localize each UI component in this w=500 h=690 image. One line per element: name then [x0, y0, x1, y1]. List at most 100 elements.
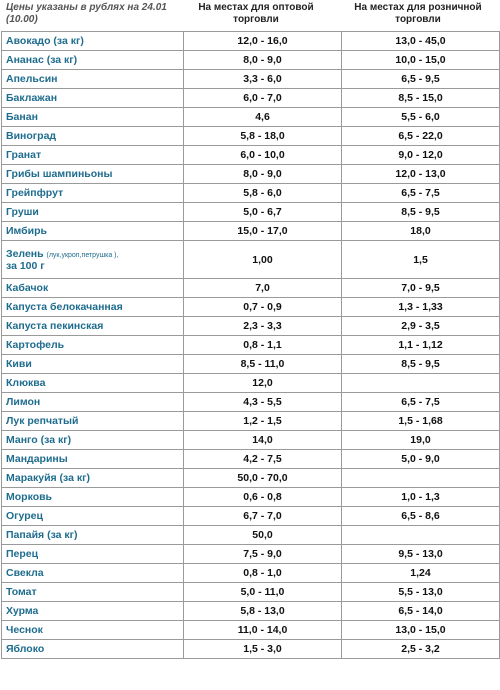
table-row: Маракуйя (за кг) 50,0 - 70,0: [1, 468, 500, 488]
item-name: Огурец: [1, 506, 184, 526]
wholesale-price: 50,0: [183, 525, 342, 545]
table-row: Грейпфрут 5,8 - 6,0 6,5 - 7,5: [1, 183, 500, 203]
retail-price: [341, 468, 500, 488]
table-row: Ананас (за кг) 8,0 - 9,0 10,0 - 15,0: [1, 50, 500, 70]
item-name: Манго (за кг): [1, 430, 184, 450]
item-name-text: Огурец: [6, 510, 43, 522]
item-name: Киви: [1, 354, 184, 374]
retail-price: 5,5 - 13,0: [341, 582, 500, 602]
item-name-text: Гранат: [6, 149, 42, 161]
table-row: Лук репчатый 1,2 - 1,5 1,5 - 1,68: [1, 411, 500, 431]
item-name: Клюква: [1, 373, 184, 393]
item-name-text: Клюква: [6, 377, 46, 389]
table-row: Томат 5,0 - 11,0 5,5 - 13,0: [1, 582, 500, 602]
retail-price: 1,5: [341, 240, 500, 279]
retail-price: 6,5 - 9,5: [341, 69, 500, 89]
table-row: Хурма 5,8 - 13,0 6,5 - 14,0: [1, 601, 500, 621]
table-row: Перец 7,5 - 9,0 9,5 - 13,0: [1, 544, 500, 564]
wholesale-price: 15,0 - 17,0: [183, 221, 342, 241]
item-name: Банан: [1, 107, 184, 127]
retail-price: [341, 373, 500, 393]
item-name-text: Яблоко: [6, 643, 45, 655]
item-unit: за 100 г: [6, 259, 45, 272]
wholesale-price: 12,0: [183, 373, 342, 393]
item-name: Авокадо (за кг): [1, 31, 184, 51]
wholesale-price: 4,2 - 7,5: [183, 449, 342, 469]
item-name-text: Зелень: [6, 247, 44, 260]
item-name-text: Киви: [6, 358, 32, 370]
retail-price: 1,1 - 1,12: [341, 335, 500, 355]
item-name: Свекла: [1, 563, 184, 583]
table-row: Капуста белокачанная 0,7 - 0,9 1,3 - 1,33: [1, 297, 500, 317]
table-row: Капуста пекинская 2,3 - 3,3 2,9 - 3,5: [1, 316, 500, 336]
wholesale-price: 1,2 - 1,5: [183, 411, 342, 431]
retail-price: 1,24: [341, 563, 500, 583]
item-name-text: Лук репчатый: [6, 415, 79, 427]
table-row: Мандарины 4,2 - 7,5 5,0 - 9,0: [1, 449, 500, 469]
item-name-text: Баклажан: [6, 92, 58, 104]
table-row: Киви 8,5 - 11,0 8,5 - 9,5: [1, 354, 500, 374]
retail-price: 13,0 - 45,0: [341, 31, 500, 51]
retail-price: 5,0 - 9,0: [341, 449, 500, 469]
retail-price: 8,5 - 9,5: [341, 202, 500, 222]
item-name-text: Капуста белокачанная: [6, 301, 123, 313]
wholesale-price: 5,0 - 11,0: [183, 582, 342, 602]
item-name-text: Папайя (за кг): [6, 529, 78, 541]
retail-price: 10,0 - 15,0: [341, 50, 500, 70]
retail-price: 7,0 - 9,5: [341, 278, 500, 298]
wholesale-price: 5,8 - 18,0: [183, 126, 342, 146]
header: Цены указаны в рублях на 24.01 (10.00) Н…: [0, 0, 500, 31]
table-row: Имбирь 15,0 - 17,0 18,0: [1, 221, 500, 241]
header-note: Цены указаны в рублях на 24.01 (10.00): [6, 2, 167, 25]
table-row: Яблоко 1,5 - 3,0 2,5 - 3,2: [1, 639, 500, 659]
table-row: Зелень (лук,укроп,петрушка ), за 100 г 1,0…: [1, 240, 500, 279]
item-name: Капуста пекинская: [1, 316, 184, 336]
wholesale-price: 0,6 - 0,8: [183, 487, 342, 507]
table-row: Свекла 0,8 - 1,0 1,24: [1, 563, 500, 583]
item-name-text: Грибы шампиньоны: [6, 168, 113, 180]
item-name: Ананас (за кг): [1, 50, 184, 70]
wholesale-price: 1,00: [183, 240, 342, 279]
wholesale-price: 0,8 - 1,0: [183, 563, 342, 583]
item-name-text: Морковь: [6, 491, 53, 503]
item-name-text: Хурма: [6, 605, 39, 617]
retail-price: 6,5 - 7,5: [341, 392, 500, 412]
retail-header: На местах для розничной торговли: [354, 2, 482, 25]
item-name: Зелень (лук,укроп,петрушка ), за 100 г: [1, 240, 184, 279]
wholesale-price: 50,0 - 70,0: [183, 468, 342, 488]
retail-price: 1,5 - 1,68: [341, 411, 500, 431]
table-row: Папайя (за кг) 50,0: [1, 525, 500, 545]
retail-price: 18,0: [341, 221, 500, 241]
item-name: Яблоко: [1, 639, 184, 659]
table-row: Банан 4,6 5,5 - 6,0: [1, 107, 500, 127]
wholesale-price: 0,8 - 1,1: [183, 335, 342, 355]
table-row: Груши 5,0 - 6,7 8,5 - 9,5: [1, 202, 500, 222]
item-name-text: Чеснок: [6, 624, 43, 636]
item-name: Груши: [1, 202, 184, 222]
table-row: Грибы шампиньоны 8,0 - 9,0 12,0 - 13,0: [1, 164, 500, 184]
item-name-text: Маракуйя (за кг): [6, 472, 91, 484]
item-name-text: Мандарины: [6, 453, 68, 465]
wholesale-price: 5,8 - 6,0: [183, 183, 342, 203]
item-name-text: Виноград: [6, 130, 57, 142]
item-name: Картофель: [1, 335, 184, 355]
wholesale-price: 3,3 - 6,0: [183, 69, 342, 89]
item-name-text: Авокадо (за кг): [6, 35, 84, 47]
price-table: Авокадо (за кг) 12,0 - 16,0 13,0 - 45,0 Ана…: [1, 31, 500, 659]
wholesale-price: 5,0 - 6,7: [183, 202, 342, 222]
table-row: Авокадо (за кг) 12,0 - 16,0 13,0 - 45,0: [1, 31, 500, 51]
item-name: Мандарины: [1, 449, 184, 469]
item-name-text: Имбирь: [6, 225, 47, 237]
wholesale-price: 1,5 - 3,0: [183, 639, 342, 659]
retail-price: 2,9 - 3,5: [341, 316, 500, 336]
item-name: Лимон: [1, 392, 184, 412]
wholesale-price: 8,0 - 9,0: [183, 164, 342, 184]
item-name-text: Манго (за кг): [6, 434, 72, 446]
retail-price: 6,5 - 22,0: [341, 126, 500, 146]
wholesale-price: 5,8 - 13,0: [183, 601, 342, 621]
retail-price: 6,5 - 14,0: [341, 601, 500, 621]
retail-price: 8,5 - 9,5: [341, 354, 500, 374]
item-name: Баклажан: [1, 88, 184, 108]
table-row: Картофель 0,8 - 1,1 1,1 - 1,12: [1, 335, 500, 355]
